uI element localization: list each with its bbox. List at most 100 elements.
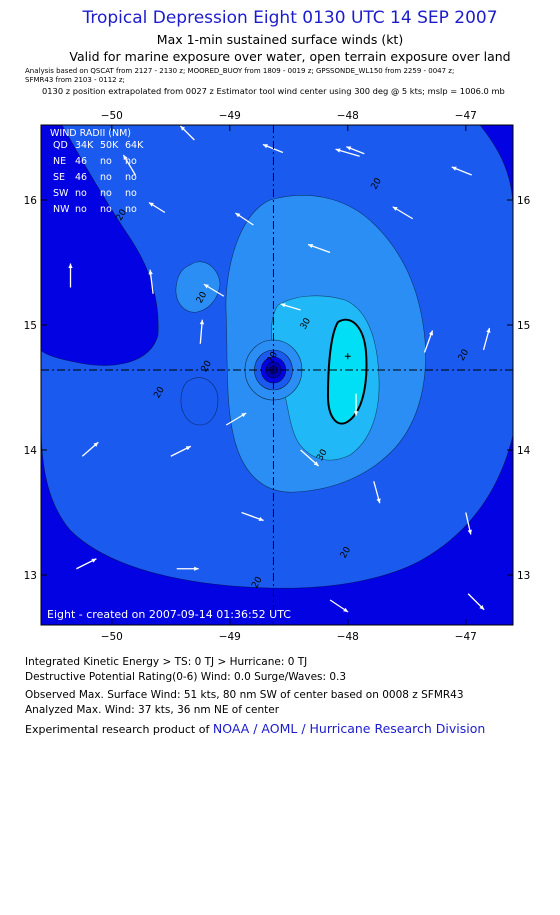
wind-vector-23 [465,512,472,535]
wind-vector-head-8 [392,206,398,211]
wind-radii-cell-1-1: 46 [75,172,87,183]
lat-label-left-3: 13 [24,570,37,582]
wind-vector-12 [203,283,225,297]
map-title: Tropical Depression Eight 0130 UTC 14 SE… [82,8,498,28]
wind-vector-10 [68,263,73,288]
wind-band-20-30-lobe [175,261,221,313]
wind-radii-cell-1-0: SE [53,172,65,183]
wind-vector-17 [353,393,359,416]
wind-vector-head-21 [93,442,99,447]
product-credit: Experimental research product of NOAA / … [25,721,485,736]
analysis-sources-line1: Analysis based on QSCAT from 2127 - 2130… [25,67,455,75]
position-note: 0130 z position extrapolated from 0027 z… [42,86,505,96]
wind-vector-head-24 [258,516,264,522]
wind-vector-13 [280,303,301,311]
lon-label-bottom-0: −50 [101,631,123,643]
lon-label-top-0: −50 [101,110,123,122]
wind-vector-head-9 [451,166,457,171]
wind-vector-head-13 [280,303,286,308]
wind-radii-cell-2-0: SW [53,188,69,199]
wind-vector-26 [176,566,199,571]
wind-field-layer [41,125,513,625]
wind-vector-21 [81,441,99,457]
wind-vector-head-5 [335,148,341,153]
lon-label-bottom-3: −47 [455,631,477,643]
wind-vector-27 [329,599,349,613]
lat-label-left-2: 14 [24,445,38,457]
wind-vector-14 [423,330,434,353]
observed-max-wind: Observed Max. Surface Wind: 51 kts, 80 n… [25,689,464,701]
wind-vector-9 [451,166,472,176]
wind-vector-head-15 [486,328,491,333]
wind-radii-cell-2-1: no [75,188,87,199]
wind-vector-3 [179,125,195,141]
wind-vector-head-18 [241,413,247,418]
wind-radii-cell-0-2: no [100,156,112,167]
wind-vector-4 [262,143,284,154]
map-subtitle: Max 1-min sustained surface winds (kt) [156,32,404,47]
plot-frame [40,124,514,626]
wind-vector-head-23 [467,529,472,535]
wind-radii-cell-3-3: no [125,204,137,215]
ike-readout: Integrated Kinetic Energy > TS: 0 TJ > H… [25,656,308,668]
lat-label-right-1: 15 [517,320,530,332]
analyzed-max-wind: Analyzed Max. Wind: 37 kts, 36 nm NE of … [25,704,280,716]
wind-vector-head-3 [180,126,186,131]
wind-vector-15 [482,327,491,351]
axis-ticks [41,125,513,625]
lon-label-bottom-2: −48 [337,631,359,643]
lon-label-bottom-1: −49 [219,631,241,643]
wind-vector-1 [148,201,166,214]
wind-analysis-map: 20 20 20 20 20 20 30 30 20 20 20 −50 −50 −49 −49 −48 −4… [0,100,560,650]
analysis-sources-line2: SFMR43 from 2103 - 0112 z; [25,76,125,84]
wind-vector-25 [76,558,97,570]
wind-radii-cell-3-2: no [100,204,112,215]
lat-label-right-0: 16 [517,195,531,207]
center-crosshair [41,125,513,625]
wind-vector-head-22 [185,446,191,451]
wind-vector-head-14 [428,330,434,336]
lon-label-top-2: −48 [337,110,359,122]
wind-radii-cell-0-3: no [125,156,137,167]
wind-radii-cell-1-2: no [100,172,112,183]
wind-vector-8 [392,206,414,220]
wind-vector-5 [335,148,360,157]
wind-radii-cell-2-3: no [125,188,137,199]
wind-vector-20 [373,481,381,504]
lon-label-top-1: −49 [219,110,241,122]
wind-radii-cell-3-1: no [75,204,87,215]
wind-vector-head-16 [199,319,205,325]
lat-label-left-1: 15 [24,320,37,332]
wind-radii-cell-1-3: no [125,172,137,183]
wind-radii-header-2: 50K [100,140,119,151]
wind-vector-16 [199,319,205,344]
wind-vector-head-6 [235,213,241,218]
wind-radii-cell-0-0: NE [53,156,66,167]
wind-radii-header-1: 34K [75,140,94,151]
wind-band-lt10-inner [41,125,159,366]
wind-radii-cell-2-2: no [100,188,112,199]
wind-vector-head-10 [68,263,73,269]
wind-radii-table: WIND RADII (NM)QD 34K 50K 64K NE 46 no no SE 46 no… [50,128,144,215]
wind-band-10-20-pocket [180,377,219,426]
wind-band-40-50 [326,318,368,425]
wind-vector-head-26 [194,566,199,571]
wind-vector-head-27 [343,607,349,612]
wind-vector-6 [235,212,254,226]
wind-vector-28 [467,593,485,611]
wind-vector-head-12 [203,284,209,289]
wind-vector-head-2 [123,155,128,160]
wind-vector-head-11 [148,269,153,275]
wind-vector-18 [225,412,247,426]
wind-vectors [68,125,491,613]
wind-vector-head-7 [308,243,314,249]
wind-vector-head-19 [313,461,319,466]
wind-vector-24 [241,511,264,522]
wind-radii-header-0: QD [53,140,68,151]
wind-radii-header-3: 64K [125,140,144,151]
hrd-link[interactable]: NOAA / AOML / Hurricane Research Divisio… [212,721,486,736]
validity-note: Valid for marine exposure over water, op… [69,49,511,64]
wind-vector-7 [307,243,331,254]
axis-labels: −50 −50 −49 −49 −48 −48 −47 −47 16 16 15 15 14 14 13 13 [24,110,531,643]
